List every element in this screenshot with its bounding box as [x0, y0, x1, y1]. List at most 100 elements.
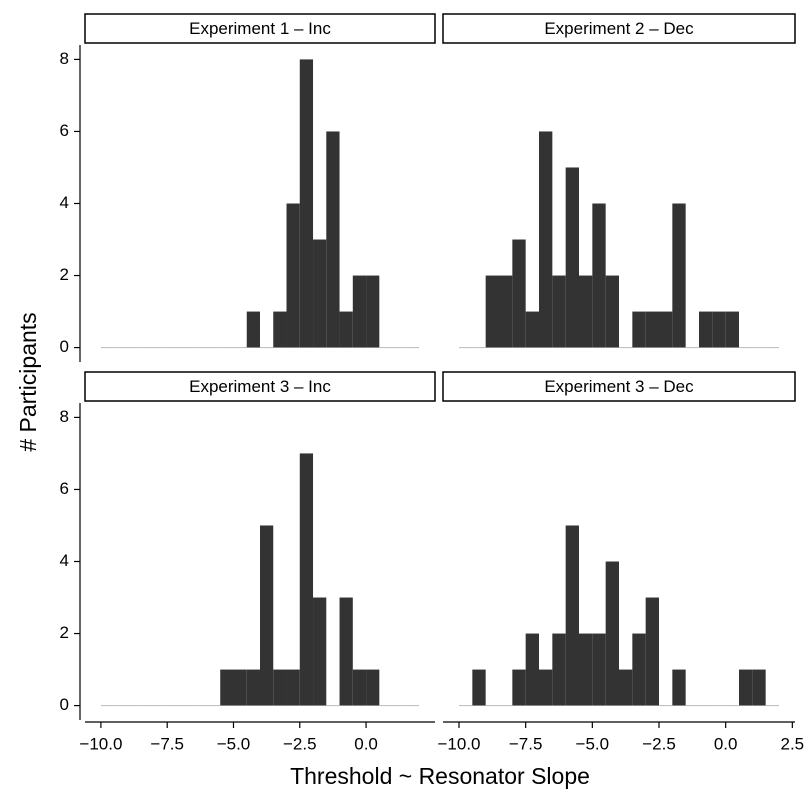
bar	[712, 705, 726, 707]
x-tick-label: −7.5	[150, 734, 184, 753]
bar	[193, 705, 207, 707]
bar	[392, 705, 406, 707]
x-tick-label: −10.0	[437, 734, 480, 753]
bar	[592, 633, 606, 706]
bar	[739, 669, 753, 706]
bar	[579, 275, 593, 348]
y-tick-label: 8	[60, 49, 69, 68]
bar	[752, 347, 766, 349]
bar	[153, 705, 168, 707]
bar	[605, 561, 619, 706]
bar	[379, 705, 393, 707]
facet-title: Experiment 3 – Dec	[544, 377, 694, 396]
bar	[140, 347, 154, 349]
bar	[233, 347, 247, 349]
bar	[499, 275, 513, 348]
y-tick-label: 8	[60, 407, 69, 426]
bar	[153, 347, 168, 349]
bar	[645, 311, 659, 348]
x-tick-label: −2.5	[283, 734, 317, 753]
bar	[286, 669, 300, 706]
bar	[619, 347, 633, 349]
bar	[632, 311, 646, 348]
facet-strip	[442, 13, 796, 44]
x-tick-label: −10.0	[79, 734, 122, 753]
bar	[765, 347, 779, 349]
bar	[699, 311, 713, 348]
bar	[499, 705, 513, 707]
x-tick-label: −5.0	[576, 734, 610, 753]
bar	[405, 705, 420, 707]
bar	[220, 347, 234, 349]
bar	[699, 705, 713, 707]
bar	[339, 597, 353, 706]
bar	[127, 347, 141, 349]
bar	[233, 669, 247, 706]
x-tick-label: −2.5	[642, 734, 676, 753]
bar	[206, 347, 221, 349]
bar	[313, 597, 327, 706]
bar	[326, 705, 340, 707]
bar	[273, 311, 287, 348]
bar	[459, 705, 473, 707]
facet-title: Experiment 2 – Dec	[544, 19, 694, 38]
bar	[552, 633, 566, 706]
bar	[485, 705, 499, 707]
bar	[539, 669, 553, 706]
bar	[392, 347, 406, 349]
facet-title: Experiment 1 – Inc	[189, 19, 331, 38]
bar	[525, 311, 539, 348]
bar	[379, 347, 393, 349]
bar	[672, 203, 686, 348]
bar	[619, 669, 633, 706]
bar	[366, 669, 380, 706]
x-axis-title: Threshold ~ Resonator Slope	[290, 763, 590, 789]
bar	[180, 347, 194, 349]
bar	[273, 669, 287, 706]
facet-strip	[84, 371, 436, 402]
bar	[260, 525, 274, 706]
bar	[180, 705, 194, 707]
x-tick-label: −7.5	[509, 734, 543, 753]
facet-title: Experiment 3 – Inc	[189, 377, 331, 396]
bar	[405, 347, 420, 349]
bar	[725, 311, 739, 348]
bar	[352, 275, 367, 348]
bar	[485, 275, 499, 348]
y-tick-label: 2	[60, 623, 69, 642]
bar	[605, 275, 619, 348]
bar	[752, 669, 766, 706]
bar	[739, 347, 753, 349]
bar	[512, 239, 526, 348]
bar	[712, 311, 726, 348]
bar	[512, 669, 526, 706]
facet-strip	[84, 13, 436, 44]
x-tick-label: −5.0	[217, 734, 251, 753]
bar	[260, 347, 274, 349]
bar	[127, 705, 141, 707]
bar	[313, 239, 327, 348]
bar	[472, 669, 486, 706]
y-axis-title: # Participants	[15, 312, 41, 451]
bar	[326, 131, 340, 348]
bar	[725, 705, 739, 707]
bar	[672, 669, 686, 706]
y-tick-label: 0	[60, 695, 69, 714]
bar	[525, 633, 539, 706]
x-tick-label: 2.5	[781, 734, 805, 753]
bar	[299, 453, 314, 706]
y-tick-label: 4	[60, 551, 69, 570]
bar	[246, 311, 260, 348]
bar	[552, 275, 566, 348]
bar	[299, 59, 314, 348]
bar	[114, 347, 128, 349]
bar	[565, 525, 579, 706]
bar	[579, 633, 593, 706]
bar	[539, 131, 553, 348]
x-tick-label: 0.0	[354, 734, 378, 753]
facet-strip	[442, 371, 796, 402]
bar	[114, 705, 128, 707]
bar	[167, 705, 181, 707]
bar	[632, 633, 646, 706]
